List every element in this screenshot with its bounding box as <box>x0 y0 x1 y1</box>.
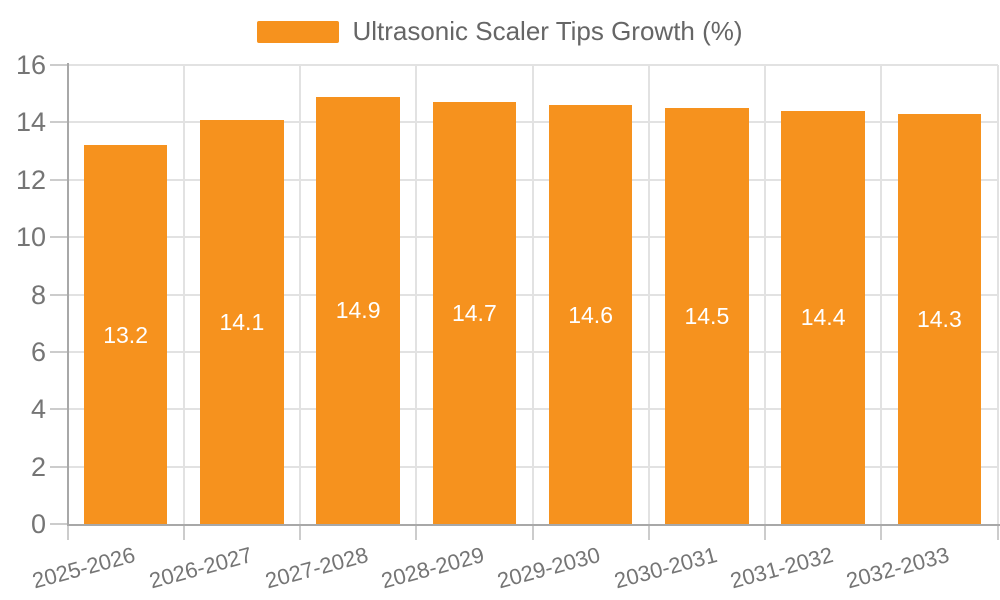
y-tick <box>50 236 68 239</box>
x-gridline <box>182 65 185 524</box>
y-tick <box>50 465 68 468</box>
bar[interactable] <box>200 119 284 524</box>
x-tick <box>531 526 534 540</box>
bar[interactable] <box>83 145 168 524</box>
y-axis-tick-label: 12 <box>15 164 46 195</box>
y-axis-tick-label: 8 <box>30 279 46 310</box>
x-axis-tick-label: 2031-2032 <box>727 542 836 594</box>
legend-swatch-icon <box>257 20 340 43</box>
legend-label: Ultrasonic Scaler Tips Growth (%) <box>352 16 743 46</box>
y-tick <box>50 178 68 181</box>
x-gridline <box>764 65 766 524</box>
x-axis-tick-label: 2030-2031 <box>611 542 720 594</box>
x-gridline <box>531 65 534 524</box>
y-tick <box>50 523 68 525</box>
y-axis-tick-label: 10 <box>15 222 46 253</box>
x-tick <box>764 526 766 540</box>
x-tick <box>996 526 999 540</box>
bar[interactable] <box>781 110 865 524</box>
bar-value-label: 14.9 <box>335 297 381 324</box>
bar[interactable] <box>548 105 633 524</box>
x-gridline <box>880 65 883 524</box>
x-gridline <box>647 65 650 524</box>
bar-value-label: 14.1 <box>219 308 265 335</box>
bar-value-label: 14.6 <box>568 301 613 328</box>
x-tick <box>647 526 650 540</box>
bar[interactable] <box>316 96 400 524</box>
y-axis-line <box>66 63 69 526</box>
legend[interactable]: Ultrasonic Scaler Tips Growth (%) <box>0 16 1000 47</box>
x-tick <box>182 526 185 540</box>
y-axis-tick-label: 16 <box>15 50 46 80</box>
bar-value-label: 14.3 <box>916 305 962 332</box>
x-axis-tick-label: 2032-2033 <box>843 542 952 594</box>
x-gridline <box>415 65 418 524</box>
x-axis-tick-label: 2026-2027 <box>146 542 255 594</box>
x-tick <box>880 526 883 540</box>
x-gridline <box>299 65 301 524</box>
y-tick <box>50 293 68 296</box>
x-axis-tick-label: 2027-2028 <box>262 542 371 594</box>
y-tick <box>50 64 68 66</box>
x-axis-tick-label: 2029-2030 <box>494 542 604 594</box>
bar[interactable] <box>432 102 517 524</box>
x-axis-tick-label: 2025-2026 <box>29 542 139 594</box>
y-axis-tick-label: 4 <box>30 394 46 425</box>
y-tick <box>50 408 68 411</box>
x-gridline <box>996 65 999 524</box>
bar-value-label: 13.2 <box>103 321 148 348</box>
y-axis-tick-label: 14 <box>15 107 46 138</box>
x-tick <box>66 526 69 540</box>
y-axis-tick-label: 2 <box>30 451 46 482</box>
bar[interactable] <box>665 108 749 524</box>
y-tick <box>50 121 68 124</box>
x-axis-line <box>66 524 1000 526</box>
bar-value-label: 14.5 <box>684 303 730 330</box>
y-axis-tick-label: 6 <box>30 336 46 367</box>
x-tick <box>299 526 301 540</box>
bar-value-label: 14.4 <box>800 304 846 331</box>
bar[interactable] <box>897 113 982 524</box>
y-axis-tick-label: 0 <box>30 509 46 539</box>
y-tick <box>50 350 68 353</box>
x-tick <box>415 526 418 540</box>
x-axis-tick-label: 2028-2029 <box>378 542 487 594</box>
bar-value-label: 14.7 <box>451 300 497 327</box>
